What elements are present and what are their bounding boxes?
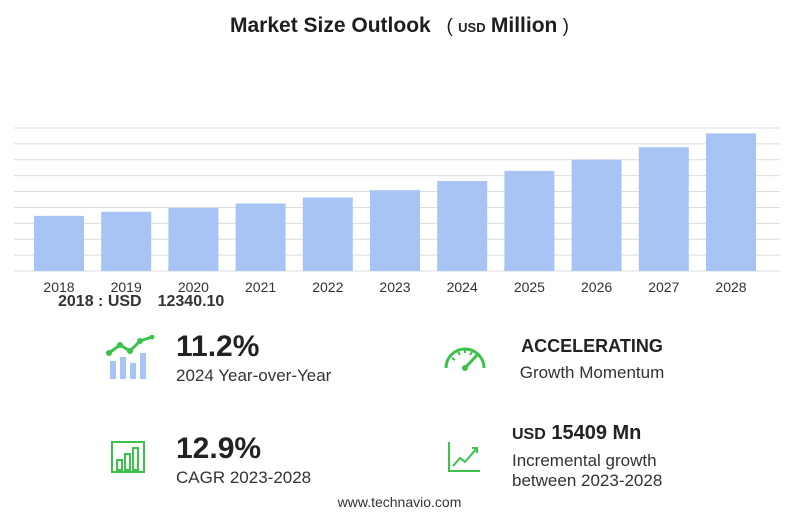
bar-2028	[706, 133, 756, 271]
baseline-number: 12340.10	[157, 293, 225, 310]
x-tick-label: 2018	[43, 279, 74, 295]
incremental-label-1: Incremental growth	[512, 451, 657, 470]
baseline-label-text: 2018 : USD	[58, 293, 142, 310]
bar-chart-icon	[111, 441, 145, 473]
x-tick-label: 2022	[312, 279, 343, 295]
momentum-value: ACCELERATING	[521, 336, 663, 356]
footer-url: www.technavio.com	[337, 494, 462, 510]
chart-title: Market Size Outlook ( USD Million )	[0, 14, 799, 38]
incremental-currency: USD	[512, 426, 546, 443]
x-tick-label: 2023	[379, 279, 410, 295]
x-tick-label: 2020	[178, 279, 209, 295]
yoy-value: 11.2%	[176, 330, 260, 363]
x-tick-label: 2021	[245, 279, 276, 295]
trend-line-icon	[448, 442, 480, 472]
baseline-value: 2018 : USD 12340.10	[58, 293, 224, 311]
bar-2018	[34, 215, 84, 271]
incremental-stat: USD 15409 Mn Incremental growth between …	[512, 422, 662, 491]
momentum-stat: ACCELERATING Growth Momentum	[502, 336, 682, 383]
title-currency: USD	[458, 20, 486, 35]
cagr-label: CAGR 2023-2028	[176, 468, 312, 487]
x-tick-label: 2024	[447, 279, 478, 295]
x-tick-label: 2027	[648, 279, 679, 295]
incremental-amount: 15409 Mn	[551, 422, 642, 444]
x-tick-label: 2019	[111, 279, 142, 295]
bar-2020	[168, 207, 219, 271]
incremental-label-2: between 2023-2028	[512, 471, 663, 490]
title-main: Market Size Outlook	[229, 14, 431, 37]
cagr-stat: 12.9% CAGR 2023-2028	[176, 432, 311, 488]
growth-chart-icon	[106, 335, 155, 379]
yoy-label: 2024 Year-over-Year	[176, 366, 332, 385]
bar-2025	[504, 170, 555, 271]
x-tick-label: 2025	[514, 279, 545, 295]
x-tick-label: 2028	[715, 279, 746, 295]
bar-2021	[235, 203, 286, 271]
title-unit: ( USD Million )	[446, 14, 569, 37]
bar-2026	[571, 159, 622, 271]
bar-2024	[437, 180, 488, 271]
bar-2023	[370, 190, 420, 271]
bar-chart: 2018 2019 2020 2021 2022 2023 2024 2025 2026 2027…	[14, 127, 780, 295]
bar-2022	[302, 197, 353, 271]
bar-2027	[638, 147, 689, 271]
yoy-stat: 11.2% 2024 Year-over-Year	[176, 330, 331, 386]
speedometer-icon	[444, 347, 486, 371]
x-tick-label: 2026	[581, 279, 612, 295]
incremental-value: USD 15409 Mn	[512, 422, 662, 445]
cagr-value: 12.9%	[176, 432, 262, 465]
bar-2019	[101, 211, 152, 271]
title-unit-word: Million	[490, 14, 558, 37]
momentum-label: Growth Momentum	[519, 363, 665, 382]
